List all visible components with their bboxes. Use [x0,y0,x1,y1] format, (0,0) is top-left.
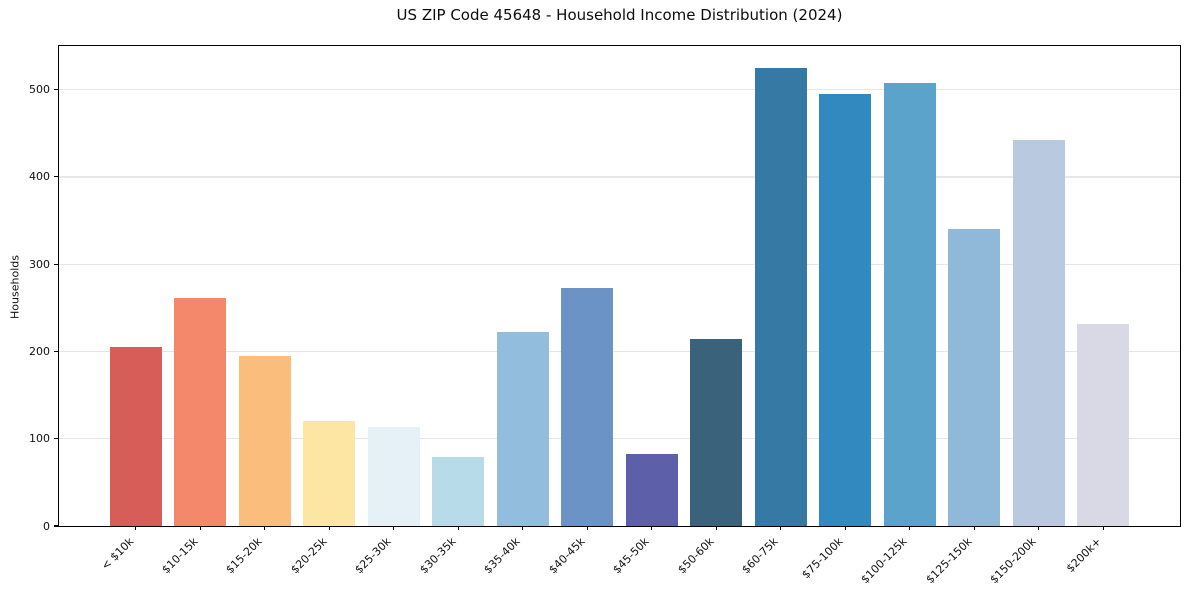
x-tick-mark [715,526,717,530]
y-tick-mark [54,438,58,440]
bar-200k [1077,324,1130,526]
x-tick-label: $40-45k [546,535,588,577]
x-tick-mark [135,526,137,530]
plot-area [58,45,1181,527]
x-tick-mark [328,526,330,530]
x-tick-mark [1102,526,1104,530]
y-tick-mark [54,176,58,178]
x-tick-label: $75-100k [799,535,846,582]
y-tick-mark [54,350,58,353]
x-tick-mark [973,526,975,530]
bar-10k [109,347,162,526]
bar-125-150k [948,229,1001,526]
gridline [59,176,1180,178]
x-tick-mark [780,526,782,530]
y-tick-label: 300 [29,257,50,271]
gridline [59,350,1180,353]
bar-50-60k [690,339,743,526]
bar-75-100k [819,94,872,526]
chart-title: US ZIP Code 45648 - Household Income Dis… [396,6,843,24]
bar-40-45k [561,287,614,526]
x-tick-label: $15-20k [223,535,265,577]
x-tick-label: $20-25k [288,535,330,577]
bar-30-35k [432,457,485,526]
y-tick-mark [54,525,58,527]
bar-20-25k [303,421,356,526]
bar-150-200k [1012,140,1065,526]
y-tick-mark [54,263,58,265]
x-tick-label: $60-75k [739,535,781,577]
x-tick-label: < $10k [98,535,136,573]
y-tick-label: 200 [29,344,50,358]
x-tick-label: $50-60k [675,535,717,577]
x-tick-label: $150-200k [987,535,1039,587]
x-tick-mark [909,526,911,530]
bar-45-50k [625,453,678,526]
gridline [59,438,1180,440]
bar-25-30k [367,426,420,526]
x-tick-mark [264,526,266,530]
x-tick-mark [1038,526,1040,530]
x-tick-mark [199,526,201,530]
y-tick-label: 100 [29,432,50,446]
x-tick-mark [844,526,846,530]
x-tick-label: $35-40k [481,535,523,577]
y-tick-label: 400 [29,170,50,184]
bar-100-125k [883,82,936,526]
x-tick-mark [586,526,588,530]
x-tick-mark [651,526,653,530]
x-tick-mark [393,526,395,530]
x-tick-label: $45-50k [610,535,652,577]
y-tick-label: 500 [29,83,50,97]
bar-35-40k [496,332,549,526]
bar-15-20k [238,355,291,526]
x-tick-label: $125-150k [923,535,975,587]
x-tick-label: $200k+ [1063,535,1104,576]
x-tick-label: $30-35k [417,535,459,577]
bar-60-75k [754,67,807,526]
y-tick-mark [54,89,58,91]
gridline [59,89,1180,91]
x-tick-label: $100-125k [858,535,910,587]
x-tick-label: $25-30k [352,535,394,577]
gridline [59,263,1180,265]
x-tick-mark [522,526,524,530]
bar-10-15k [174,298,227,526]
x-tick-mark [457,526,459,530]
x-tick-label: $10-15k [159,535,201,577]
y-tick-label: 0 [43,519,50,533]
